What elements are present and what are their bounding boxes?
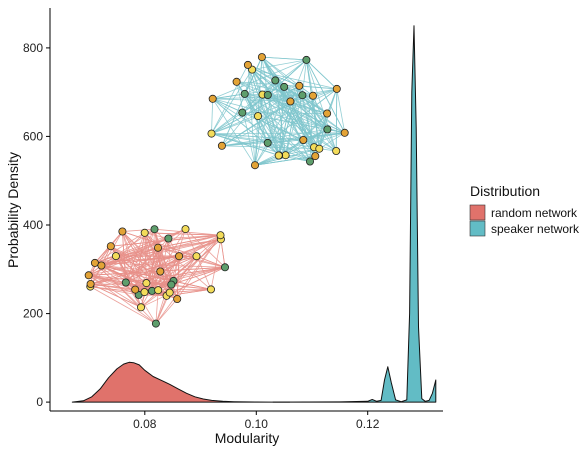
speaker-network-node bbox=[258, 54, 265, 61]
speaker-network-node bbox=[309, 92, 316, 99]
random-network-edge bbox=[221, 239, 225, 267]
speaker-network-node bbox=[264, 91, 271, 98]
legend: Distribution random network speaker netw… bbox=[470, 183, 580, 236]
random-network-node bbox=[182, 226, 189, 233]
speaker-network-node bbox=[218, 142, 225, 149]
speaker-network-node bbox=[287, 98, 294, 105]
random-network-node bbox=[168, 281, 175, 288]
legend-swatch-speaker-network bbox=[470, 221, 485, 236]
legend-title: Distribution bbox=[470, 183, 540, 199]
speaker-network-node bbox=[333, 147, 340, 154]
random-network-node bbox=[157, 268, 164, 275]
speaker-network-edge bbox=[212, 99, 213, 134]
random-network-node bbox=[141, 229, 148, 236]
speaker-network-node bbox=[316, 145, 323, 152]
random-network-node bbox=[98, 262, 105, 269]
legend-swatch-random-network bbox=[470, 205, 485, 220]
random-network-illustration bbox=[85, 226, 229, 328]
speaker-network-node bbox=[299, 92, 306, 99]
random-network-node bbox=[143, 280, 150, 287]
y-tick-label: 400 bbox=[23, 218, 43, 232]
speaker-network-node bbox=[264, 139, 271, 146]
speaker-network-node bbox=[341, 129, 348, 136]
random-network-node bbox=[221, 264, 228, 271]
random-network-node bbox=[174, 295, 181, 302]
speaker-network-node bbox=[244, 61, 251, 68]
speaker-network-node bbox=[303, 56, 310, 63]
y-axis-title: Probability Density bbox=[5, 152, 21, 268]
speaker-network-node bbox=[233, 78, 240, 85]
random-network-node bbox=[155, 287, 162, 294]
random-network-node bbox=[141, 289, 148, 296]
random-network-node bbox=[165, 235, 172, 242]
speaker-network-edge bbox=[337, 89, 345, 133]
y-ticks: 0 200 400 600 800 bbox=[23, 41, 50, 409]
random-network-node bbox=[87, 280, 94, 287]
speaker-network-node bbox=[209, 95, 216, 102]
random-network-node bbox=[107, 243, 114, 250]
speaker-network-edge bbox=[262, 57, 307, 60]
random-network-node bbox=[217, 232, 224, 239]
legend-label-speaker-network: speaker network bbox=[491, 222, 580, 236]
speaker-network-node bbox=[300, 136, 307, 143]
random-network-node bbox=[112, 253, 119, 260]
y-tick-label: 600 bbox=[23, 129, 43, 143]
density-area-random-network bbox=[72, 362, 289, 402]
x-axis-title: Modularity bbox=[215, 430, 280, 446]
random-network-node bbox=[122, 279, 129, 286]
speaker-network-illustration bbox=[208, 54, 348, 169]
random-network-node bbox=[166, 289, 173, 296]
speaker-network-node bbox=[324, 110, 331, 117]
speaker-network-node bbox=[275, 152, 282, 159]
random-network-node bbox=[193, 253, 200, 260]
y-tick-label: 0 bbox=[36, 395, 43, 409]
random-network-node bbox=[137, 304, 144, 311]
x-tick-label: 0.10 bbox=[245, 417, 269, 431]
random-network-node bbox=[132, 286, 139, 293]
random-network-node bbox=[154, 244, 161, 251]
speaker-network-node bbox=[251, 162, 258, 169]
speaker-network-edge bbox=[336, 89, 337, 151]
x-tick-label: 0.12 bbox=[356, 417, 380, 431]
speaker-network-node bbox=[296, 82, 303, 89]
random-network-node bbox=[85, 272, 92, 279]
speaker-network-node bbox=[281, 83, 288, 90]
x-ticks: 0.08 0.10 0.12 bbox=[133, 411, 380, 431]
x-tick-label: 0.08 bbox=[133, 417, 157, 431]
random-network-node bbox=[151, 226, 158, 233]
y-tick-label: 200 bbox=[23, 307, 43, 321]
speaker-network-node bbox=[312, 153, 319, 160]
random-network-edge bbox=[156, 299, 177, 324]
random-network-node bbox=[176, 253, 183, 260]
speaker-network-node bbox=[239, 109, 246, 116]
speaker-network-node bbox=[254, 113, 261, 120]
speaker-network-node bbox=[241, 90, 248, 97]
y-tick-label: 800 bbox=[23, 41, 43, 55]
speaker-network-node bbox=[272, 77, 279, 84]
speaker-network-node bbox=[208, 130, 215, 137]
legend-label-random-network: random network bbox=[491, 206, 578, 220]
random-network-node bbox=[152, 320, 159, 327]
speaker-network-node bbox=[324, 126, 331, 133]
speaker-network-node bbox=[306, 158, 313, 165]
random-network-node bbox=[207, 286, 214, 293]
speaker-network-node bbox=[333, 85, 340, 92]
random-network-node bbox=[119, 228, 126, 235]
